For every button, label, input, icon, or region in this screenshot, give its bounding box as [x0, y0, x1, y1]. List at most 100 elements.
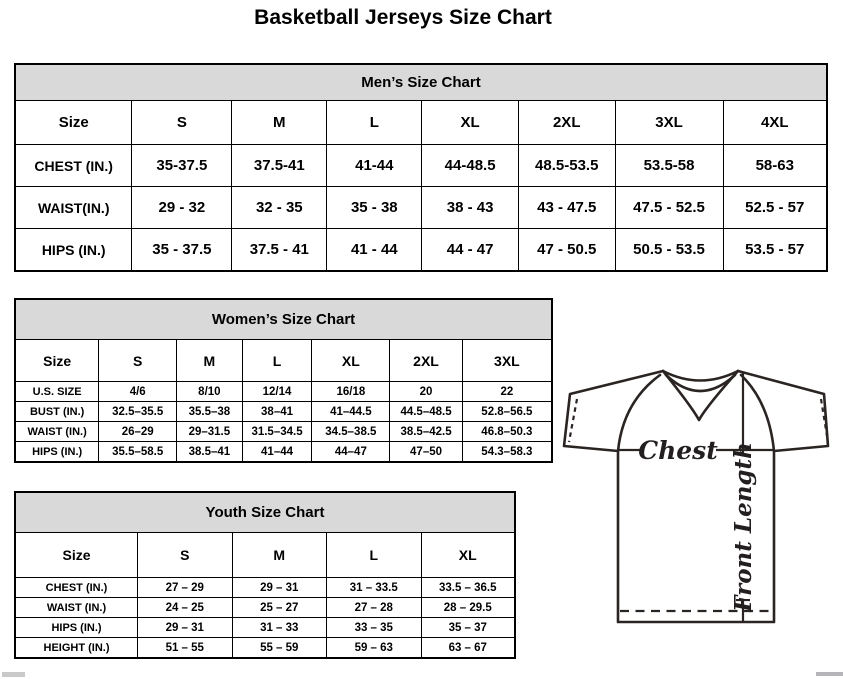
row-label: U.S. SIZE — [14, 381, 100, 402]
table-header-row: Size S M L XL 2XL 3XL — [14, 339, 553, 382]
size-value-cell: 31 – 33.5 — [326, 577, 422, 598]
column-header: M — [231, 532, 327, 578]
column-header: 2XL — [517, 100, 616, 145]
table-data-row: WAIST (IN.) 24 – 25 25 – 27 27 – 28 28 – 29.… — [14, 597, 516, 618]
size-value-cell: 32 - 35 — [231, 186, 328, 229]
row-label: CHEST (IN.) — [14, 577, 138, 598]
size-value-cell: 35 - 38 — [326, 186, 423, 229]
column-header: 2XL — [389, 339, 463, 382]
column-header: 4XL — [722, 100, 828, 145]
size-value-cell: 51 – 55 — [137, 637, 233, 659]
size-value-cell: 38–41 — [241, 401, 313, 422]
row-label: HIPS (IN.) — [14, 441, 100, 463]
size-value-cell: 27 – 28 — [326, 597, 422, 618]
jersey-armhole-seam-right — [739, 373, 776, 453]
row-label: WAIST (IN.) — [14, 421, 100, 442]
size-value-cell: 41–44.5 — [311, 401, 391, 422]
size-value-cell: 35.5–38 — [176, 401, 243, 422]
chest-label: Chest — [638, 436, 718, 465]
size-value-cell: 35-37.5 — [131, 144, 233, 187]
size-value-cell: 34.5–38.5 — [311, 421, 391, 442]
size-value-cell: 26–29 — [98, 421, 178, 442]
size-value-cell: 55 – 59 — [231, 637, 327, 659]
size-value-cell: 58-63 — [722, 144, 828, 187]
size-value-cell: 37.5-41 — [231, 144, 328, 187]
size-value-cell: 46.8–50.3 — [461, 421, 553, 442]
table-header-row: Size S M L XL — [14, 532, 516, 578]
size-value-cell: 63 – 67 — [420, 637, 516, 659]
size-value-cell: 44-48.5 — [421, 144, 519, 187]
size-value-cell: 41–44 — [241, 441, 313, 463]
table-data-row: HIPS (IN.) 29 – 31 31 – 33 33 – 35 35 – 37 — [14, 617, 516, 638]
size-value-cell: 29 – 31 — [137, 617, 233, 638]
size-value-cell: 12/14 — [241, 381, 313, 402]
size-value-cell: 16/18 — [311, 381, 391, 402]
table-header-row: Size S M L XL 2XL 3XL 4XL — [14, 100, 828, 145]
table-title-row: Men’s Size Chart — [14, 63, 828, 101]
size-value-cell: 35.5–58.5 — [98, 441, 178, 463]
table-title-row: Women’s Size Chart — [14, 298, 553, 340]
size-value-cell: 33.5 – 36.5 — [420, 577, 516, 598]
size-value-cell: 29 – 31 — [231, 577, 327, 598]
table-data-row: CHEST (IN.) 27 – 29 29 – 31 31 – 33.5 33.5 –… — [14, 577, 516, 598]
scrollbar-fragment-left[interactable] — [2, 672, 25, 677]
table-data-row: BUST (IN.) 32.5–35.5 35.5–38 38–41 41–44.5 44… — [14, 401, 553, 422]
size-value-cell: 53.5 - 57 — [722, 228, 828, 272]
front-length-label-mask — [731, 455, 755, 599]
column-header: S — [137, 532, 233, 578]
column-header: XL — [420, 532, 516, 578]
size-value-cell: 29–31.5 — [176, 421, 243, 442]
size-value-cell: 28 – 29.5 — [420, 597, 516, 618]
mens-size-table: Men’s Size Chart Size S M L XL 2XL 3XL 4XL CHEST … — [14, 63, 828, 272]
column-header: Size — [14, 339, 100, 382]
size-value-cell: 43 - 47.5 — [517, 186, 616, 229]
table-title-row: Youth Size Chart — [14, 491, 516, 533]
size-value-cell: 31 – 33 — [231, 617, 327, 638]
size-value-cell: 47 - 50.5 — [517, 228, 616, 272]
column-header: M — [176, 339, 243, 382]
row-label: WAIST (IN.) — [14, 597, 138, 618]
size-value-cell: 52.5 - 57 — [722, 186, 828, 229]
size-value-cell: 35 - 37.5 — [131, 228, 233, 272]
size-value-cell: 54.3–58.3 — [461, 441, 553, 463]
size-value-cell: 20 — [389, 381, 463, 402]
size-value-cell: 4/6 — [98, 381, 178, 402]
size-value-cell: 50.5 - 53.5 — [614, 228, 724, 272]
size-value-cell: 47–50 — [389, 441, 463, 463]
column-header: S — [98, 339, 178, 382]
jersey-measurement-diagram: Chest Front Length — [562, 369, 830, 624]
column-header: L — [241, 339, 313, 382]
table-title: Women’s Size Chart — [14, 298, 553, 340]
table-title: Men’s Size Chart — [14, 63, 828, 101]
front-length-label: Front Length — [730, 442, 757, 613]
column-header: S — [131, 100, 233, 145]
jersey-collar-v-edge — [661, 369, 740, 422]
size-value-cell: 53.5-58 — [614, 144, 724, 187]
column-header: Size — [14, 532, 138, 578]
womens-size-table: Women’s Size Chart Size S M L XL 2XL 3XL U.S. SI… — [14, 298, 553, 463]
size-value-cell: 38.5–41 — [176, 441, 243, 463]
size-value-cell: 24 – 25 — [137, 597, 233, 618]
size-value-cell: 35 – 37 — [420, 617, 516, 638]
size-value-cell: 25 – 27 — [231, 597, 327, 618]
size-value-cell: 48.5-53.5 — [517, 144, 616, 187]
size-value-cell: 44 - 47 — [421, 228, 519, 272]
page-title: Basketball Jerseys Size Chart — [254, 6, 552, 29]
size-value-cell: 8/10 — [176, 381, 243, 402]
size-value-cell: 33 – 35 — [326, 617, 422, 638]
jersey-outline — [562, 369, 830, 624]
size-value-cell: 27 – 29 — [137, 577, 233, 598]
youth-size-table: Youth Size Chart Size S M L XL CHEST (IN.) 27 –… — [14, 491, 516, 659]
column-header: 3XL — [461, 339, 553, 382]
table-data-row: WAIST(IN.) 29 - 32 32 - 35 35 - 38 38 - 43 43… — [14, 186, 828, 229]
table-data-row: HEIGHT (IN.) 51 – 55 55 – 59 59 – 63 63 – 67 — [14, 637, 516, 659]
row-label: WAIST(IN.) — [14, 186, 133, 229]
chest-label-mask — [641, 434, 716, 463]
scrollbar-fragment-right[interactable] — [816, 672, 843, 676]
row-label: HIPS (IN.) — [14, 617, 138, 638]
column-header: 3XL — [614, 100, 724, 145]
column-header: L — [326, 100, 423, 145]
row-label: CHEST (IN.) — [14, 144, 133, 187]
column-header: XL — [421, 100, 519, 145]
table-data-row: U.S. SIZE 4/6 8/10 12/14 16/18 20 22 — [14, 381, 553, 402]
